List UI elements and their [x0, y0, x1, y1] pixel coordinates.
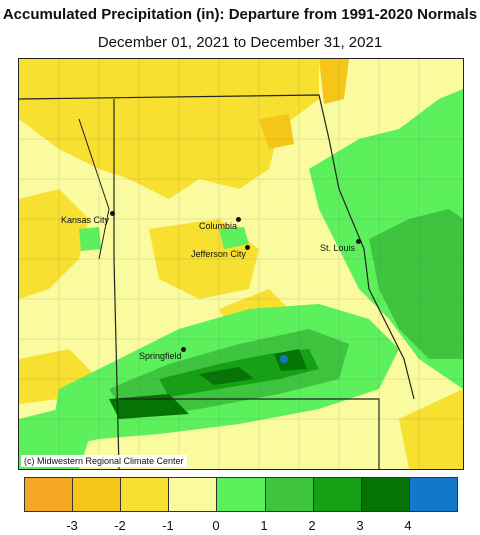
color-legend	[24, 477, 458, 512]
legend-swatch	[265, 478, 314, 511]
legend-swatch	[121, 478, 170, 511]
legend-swatch	[361, 478, 410, 511]
map-subtitle: December 01, 2021 to December 31, 2021	[97, 34, 383, 51]
city-label-jefferson-city: Jefferson City	[191, 249, 246, 259]
legend-tick-label: 1	[260, 518, 268, 533]
legend-tick-label: 3	[356, 518, 364, 533]
legend-swatch	[169, 478, 218, 511]
legend-ticks: -3 -2 -1 0 1 2 3 4	[24, 518, 456, 534]
legend-swatch	[25, 478, 74, 511]
st-louis-marker	[356, 239, 361, 244]
city-label-st-louis: St. Louis	[320, 243, 356, 253]
legend-tick-label: 2	[308, 518, 316, 533]
legend-tick-label: 4	[404, 518, 412, 533]
legend-swatch	[313, 478, 362, 511]
map-title: Accumulated Precipitation (in): Departur…	[2, 6, 478, 23]
legend-tick-label: -1	[162, 518, 174, 533]
city-label-columbia: Columbia	[199, 221, 238, 231]
legend-swatch	[73, 478, 122, 511]
precipitation-map: Kansas City Columbia Jefferson City St. …	[18, 58, 464, 470]
credit-label: (c) Midwestern Regional Climate Center	[21, 455, 187, 467]
legend-tick-label: -3	[66, 518, 78, 533]
legend-swatch	[217, 478, 266, 511]
jefferson-city-marker	[245, 245, 250, 250]
legend-tick-label: -2	[114, 518, 126, 533]
city-label-springfield: Springfield	[139, 351, 182, 361]
legend-tick-label: 0	[212, 518, 220, 533]
columbia-marker	[236, 217, 241, 222]
city-label-kansas-city: Kansas City	[61, 215, 110, 225]
legend-swatch	[409, 478, 457, 511]
springfield-marker	[181, 347, 186, 352]
kansas-city-marker	[110, 211, 115, 216]
map-canvas	[19, 59, 463, 469]
